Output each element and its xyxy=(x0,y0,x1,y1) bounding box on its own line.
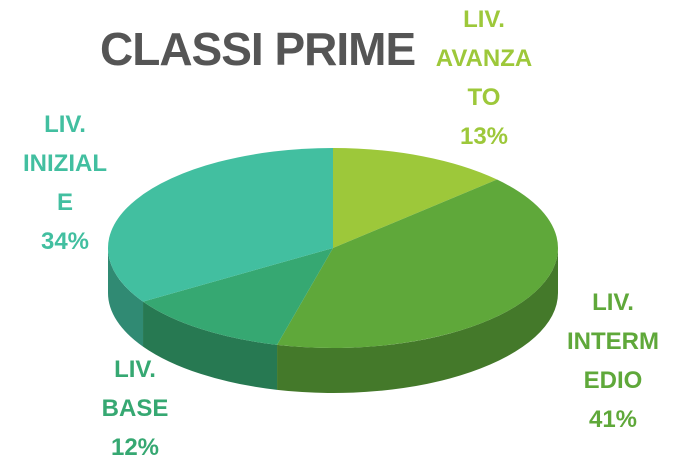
category-label: LIV. INTERMEDIO xyxy=(567,289,659,394)
category-label: LIV. AVANZATO xyxy=(435,6,533,111)
slice xyxy=(277,179,558,348)
value-label: 13% xyxy=(459,123,509,150)
slice xyxy=(108,148,333,302)
category-label: LIV. BASE xyxy=(101,356,169,422)
value-label: 41% xyxy=(588,406,638,433)
chart-title: CLASSI PRIME xyxy=(100,23,416,75)
slice-label: LIV. BASE 12% xyxy=(95,350,175,467)
category-label: LIV. INIZIALE xyxy=(23,111,107,216)
slice xyxy=(143,248,333,345)
slice-label: LIV. INTERMEDIO 41% xyxy=(562,283,664,439)
slice-side xyxy=(108,248,144,347)
slice-side xyxy=(143,301,278,390)
slice xyxy=(333,148,498,248)
slice-side xyxy=(277,248,558,393)
slice-label: LIV. AVANZATO 13% xyxy=(433,0,535,156)
slice-label: LIV. INIZIALE 34% xyxy=(18,105,112,261)
value-label: 34% xyxy=(40,228,90,255)
value-label: 12% xyxy=(110,434,160,461)
